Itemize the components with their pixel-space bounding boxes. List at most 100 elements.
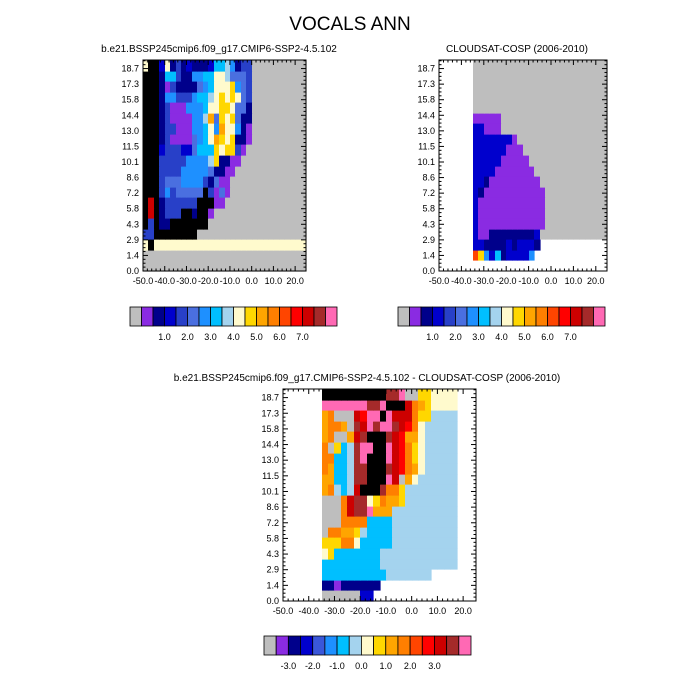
heatmap-cell — [405, 421, 413, 432]
heatmap-cell — [373, 421, 381, 432]
heatmap-cell — [392, 506, 400, 517]
heatmap-cell — [473, 166, 479, 177]
heatmap-cell — [197, 113, 204, 124]
heatmap-cell — [534, 92, 541, 103]
heatmap-cell — [557, 166, 563, 177]
heatmap-cell — [579, 144, 586, 156]
heatmap-cell — [596, 71, 602, 82]
heatmap-cell — [235, 187, 242, 198]
heatmap-cell — [170, 208, 177, 219]
heatmap-cell — [186, 60, 193, 72]
heatmap-cell — [534, 71, 541, 82]
x-tick-label: -30.0 — [176, 276, 197, 286]
heatmap-cell — [181, 176, 187, 188]
heatmap-cell — [405, 548, 413, 560]
heatmap-cell — [341, 580, 348, 591]
heatmap-cell — [347, 410, 355, 422]
heatmap-cell — [399, 474, 406, 485]
heatmap-cell — [328, 389, 335, 401]
heatmap-cell — [405, 410, 413, 422]
heatmap-cell — [334, 400, 342, 411]
heatmap-cell — [450, 442, 458, 454]
heatmap-cell — [257, 260, 264, 272]
heatmap-cell — [257, 250, 264, 261]
heatmap-cell — [360, 527, 368, 538]
heatmap-cell — [203, 239, 209, 251]
colorbar: 1.0 2.0 3.0 4.0 5.0 6.0 7.0 — [129, 306, 338, 342]
heatmap-cell — [290, 250, 296, 261]
heatmap-cell — [334, 463, 342, 475]
heatmap-cell — [159, 155, 166, 167]
heatmap-cell — [473, 102, 479, 114]
heatmap-cell — [257, 71, 264, 82]
heatmap-cell — [399, 421, 406, 432]
heatmap-cell — [540, 176, 546, 188]
heatmap-cell — [192, 60, 198, 72]
heatmap-cell — [478, 218, 485, 230]
heatmap-cell — [241, 197, 247, 209]
heatmap-cell — [534, 113, 541, 124]
heatmap-cell — [540, 187, 546, 198]
heatmap-cell — [214, 166, 220, 177]
heatmap-cell — [219, 187, 226, 198]
heatmap-cell — [268, 113, 274, 124]
heatmap-cell — [444, 559, 451, 570]
heatmap-cell — [478, 155, 485, 167]
heatmap-cell — [585, 208, 591, 219]
heatmap-cell — [268, 123, 274, 135]
heatmap-cell — [568, 123, 574, 135]
y-tick-label: 18.7 — [121, 64, 139, 74]
heatmap-cell — [568, 134, 574, 145]
heatmap-cell — [573, 134, 580, 145]
heatmap-cell — [165, 81, 171, 93]
heatmap-cell — [235, 250, 242, 261]
heatmap-cell — [334, 453, 342, 464]
heatmap-cell — [484, 113, 490, 124]
heatmap-cell — [392, 410, 400, 422]
heatmap-cell — [557, 60, 563, 72]
heatmap-cell — [148, 218, 155, 230]
heatmap-cell — [437, 442, 445, 454]
heatmap-cell — [154, 60, 160, 72]
heatmap-cell — [246, 260, 253, 272]
heatmap-cell — [334, 495, 342, 507]
heatmap-cell — [478, 60, 485, 72]
heatmap-cell — [506, 155, 513, 167]
heatmap-cell — [450, 474, 458, 485]
heatmap-cell — [181, 81, 187, 93]
heatmap-cell — [154, 113, 160, 124]
heatmap-cell — [399, 484, 406, 496]
heatmap-cell — [399, 516, 406, 528]
heatmap-cell — [551, 123, 558, 135]
heatmap-cell — [235, 155, 242, 167]
heatmap-cell — [418, 474, 426, 485]
heatmap-cell — [225, 239, 231, 251]
heatmap-cell — [203, 144, 209, 156]
heatmap-cell — [214, 144, 220, 156]
heatmap-cell — [165, 176, 171, 188]
heatmap-cell — [279, 71, 285, 82]
heatmap-cell — [437, 410, 445, 422]
heatmap-cell — [328, 516, 335, 528]
heatmap-cell — [506, 123, 513, 135]
heatmap-cell — [257, 218, 264, 230]
heatmap-cell — [579, 71, 586, 82]
heatmap-cell — [295, 92, 302, 103]
heatmap-cell — [159, 208, 166, 219]
heatmap-cell — [284, 71, 291, 82]
heatmap-cell — [579, 155, 586, 167]
heatmap-cell — [512, 176, 518, 188]
heatmap-cell — [347, 569, 355, 581]
heatmap-cell — [501, 113, 507, 124]
heatmap-cell — [214, 260, 220, 272]
heatmap-cell — [450, 516, 458, 528]
heatmap-cell — [392, 463, 400, 475]
heatmap-cell — [273, 81, 280, 93]
heatmap-cell — [367, 569, 374, 581]
y-tick-label: 17.3 — [121, 79, 139, 89]
y-tick-label: 2.9 — [126, 235, 139, 245]
heatmap-cell — [257, 60, 264, 72]
heatmap-cell — [596, 166, 602, 177]
heatmap-cell — [573, 92, 580, 103]
heatmap-cell — [219, 92, 226, 103]
